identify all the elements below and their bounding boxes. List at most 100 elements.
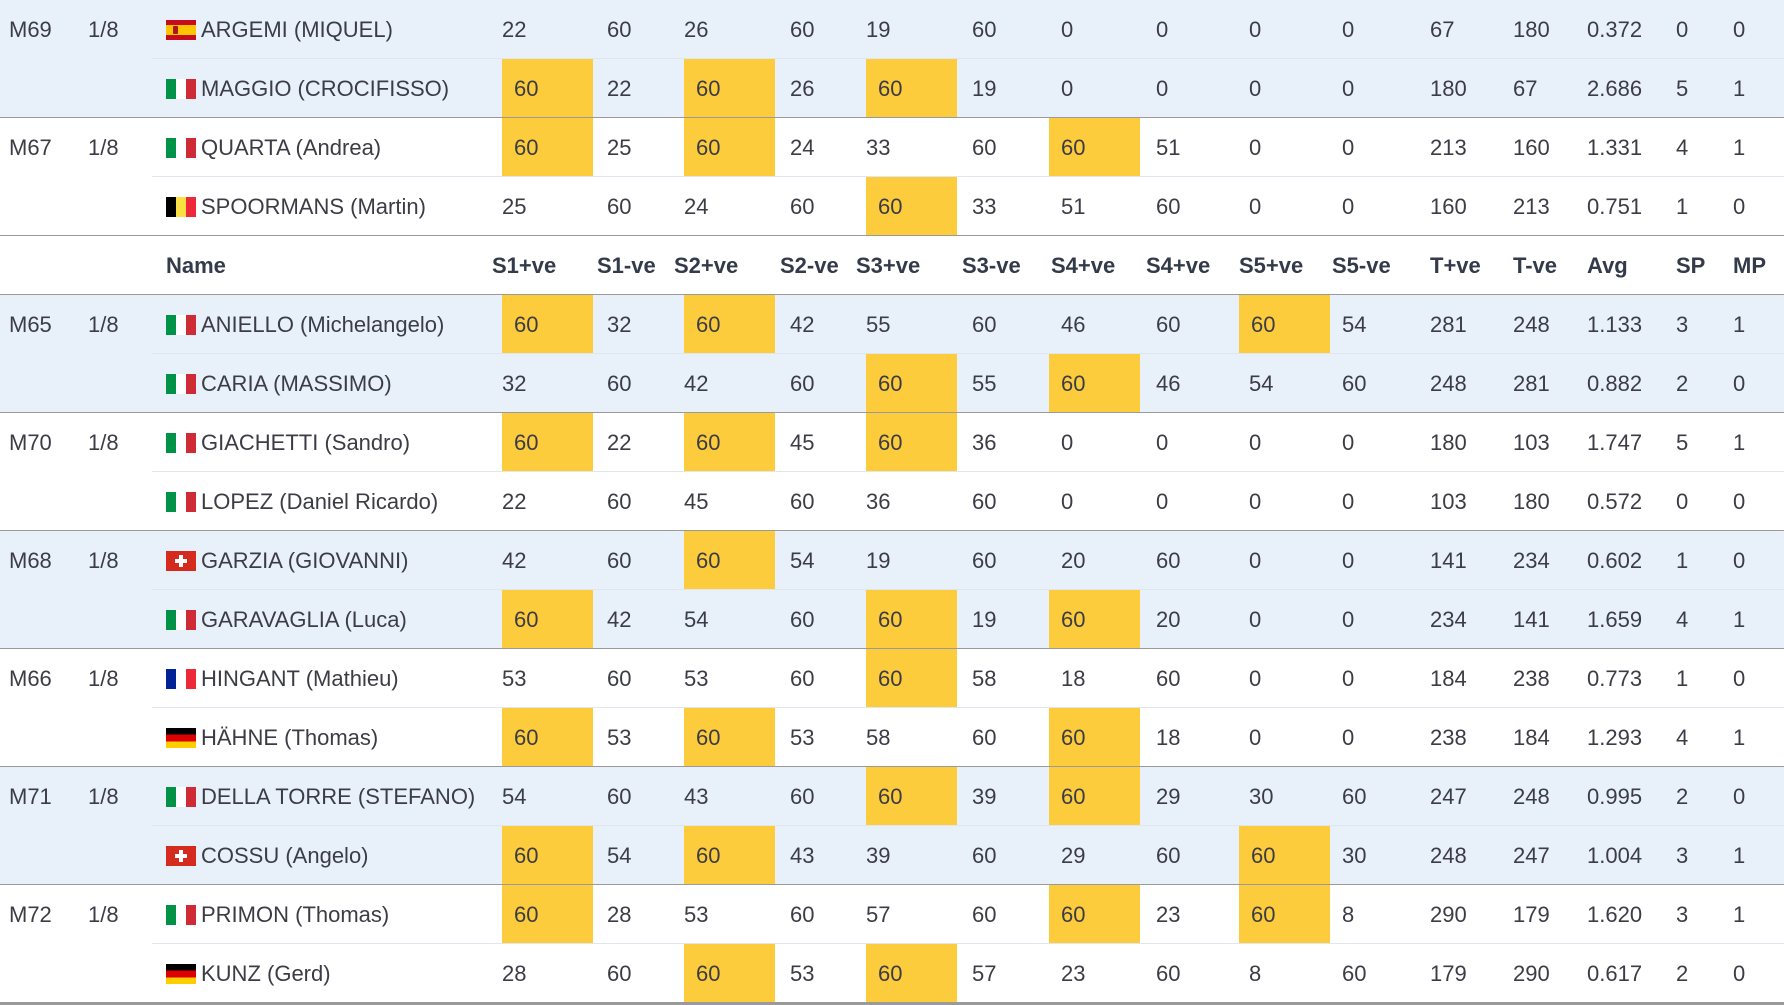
set-score: 0 <box>1342 75 1355 101</box>
set-score: 60 <box>607 783 632 809</box>
set-score: 60 <box>972 842 997 868</box>
player-name[interactable]: HINGANT (Mathieu) <box>201 665 399 691</box>
player-cell[interactable]: PRIMON (Thomas) <box>166 885 496 944</box>
match-id: M68 <box>9 547 52 573</box>
player-cell[interactable]: MAGGIO (CROCIFISSO) <box>166 59 496 118</box>
total-positive: 103 <box>1430 488 1467 514</box>
table-row: KUNZ (Gerd) 28 60 60 53 60 57 23 60 8 60 179 290 0.61… <box>0 944 1784 1003</box>
column-header[interactable]: S3-ve <box>962 252 1021 278</box>
total-negative: 281 <box>1513 370 1550 396</box>
flag-es-icon <box>166 19 196 40</box>
set-score: 20 <box>1061 547 1086 573</box>
set-score: 8 <box>1249 960 1262 986</box>
set-score: 60 <box>1342 783 1367 809</box>
set-score-won: 60 <box>1049 118 1140 177</box>
player-cell[interactable]: HINGANT (Mathieu) <box>166 649 496 708</box>
set-score: 60 <box>972 547 997 573</box>
player-name[interactable]: MAGGIO (CROCIFISSO) <box>201 75 450 101</box>
set-score: 42 <box>502 547 527 573</box>
player-name[interactable]: LOPEZ (Daniel Ricardo) <box>201 488 439 514</box>
player-cell[interactable]: LOPEZ (Daniel Ricardo) <box>166 472 496 531</box>
column-header[interactable]: S5+ve <box>1239 252 1304 278</box>
set-score-won: 60 <box>684 59 775 118</box>
set-score: 42 <box>790 311 815 337</box>
average: 0.882 <box>1587 370 1643 396</box>
set-score: 57 <box>866 901 891 927</box>
set-points: 0 <box>1676 16 1689 42</box>
total-negative: 141 <box>1513 606 1550 632</box>
set-score-won: 60 <box>502 590 593 649</box>
column-header-name[interactable]: Name <box>166 252 226 278</box>
player-name[interactable]: HÄHNE (Thomas) <box>201 724 379 750</box>
player-name[interactable]: GARZIA (GIOVANNI) <box>201 547 409 573</box>
player-name[interactable]: DELLA TORRE (STEFANO) <box>201 783 476 809</box>
player-cell[interactable]: KUNZ (Gerd) <box>166 944 496 1003</box>
total-positive: 213 <box>1430 134 1467 160</box>
set-score-won: 60 <box>866 177 957 236</box>
set-score: 57 <box>972 960 997 986</box>
player-name[interactable]: QUARTA (Andrea) <box>201 134 382 160</box>
column-header[interactable]: S3+ve <box>856 252 921 278</box>
set-score-won: 60 <box>502 826 593 885</box>
set-score-won: 60 <box>1049 767 1140 826</box>
player-cell[interactable]: GARAVAGLIA (Luca) <box>166 590 496 649</box>
player-name[interactable]: COSSU (Angelo) <box>201 842 369 868</box>
row-divider <box>152 707 1784 708</box>
row-divider <box>152 176 1784 177</box>
column-header[interactable]: SP <box>1676 252 1706 278</box>
player-cell[interactable]: ARGEMI (MIQUEL) <box>166 0 496 59</box>
round-label: 1/8 <box>88 783 119 809</box>
player-name[interactable]: ARGEMI (MIQUEL) <box>201 16 393 42</box>
player-name[interactable]: GARAVAGLIA (Luca) <box>201 606 407 632</box>
total-positive: 248 <box>1430 842 1467 868</box>
column-header[interactable]: S2+ve <box>674 252 739 278</box>
set-score: 0 <box>1061 488 1074 514</box>
column-header[interactable]: S4+ve <box>1146 252 1211 278</box>
player-name[interactable]: KUNZ (Gerd) <box>201 960 331 986</box>
table-row: M69 1/8 ARGEMI (MIQUEL) 22 60 26 60 19 60 0 0 0 0 67 1… <box>0 0 1784 59</box>
column-header[interactable]: S1-ve <box>597 252 656 278</box>
table-row: M72 1/8 PRIMON (Thomas) 60 28 53 60 57 60 60 23 60 8… <box>0 885 1784 944</box>
set-score: 29 <box>1061 842 1086 868</box>
player-cell[interactable]: HÄHNE (Thomas) <box>166 708 496 767</box>
average: 1.004 <box>1587 842 1643 868</box>
column-header[interactable]: T-ve <box>1513 252 1558 278</box>
player-cell[interactable]: QUARTA (Andrea) <box>166 118 496 177</box>
average: 1.747 <box>1587 429 1643 455</box>
column-header[interactable]: T+ve <box>1430 252 1481 278</box>
column-header[interactable]: S1+ve <box>492 252 557 278</box>
set-score: 43 <box>684 783 709 809</box>
match-points: 0 <box>1733 370 1746 396</box>
player-cell[interactable]: CARIA (MASSIMO) <box>166 354 496 413</box>
set-score-won: 60 <box>684 531 775 590</box>
set-score: 60 <box>790 370 815 396</box>
column-header[interactable]: S5-ve <box>1332 252 1391 278</box>
column-header[interactable]: Avg <box>1587 252 1628 278</box>
total-positive: 248 <box>1430 370 1467 396</box>
player-cell[interactable]: SPOORMANS (Martin) <box>166 177 496 236</box>
match-points: 1 <box>1733 134 1746 160</box>
player-name[interactable]: CARIA (MASSIMO) <box>201 370 392 396</box>
set-score: 36 <box>866 488 891 514</box>
player-name[interactable]: PRIMON (Thomas) <box>201 901 390 927</box>
set-score: 60 <box>972 16 997 42</box>
set-score: 42 <box>684 370 709 396</box>
column-header[interactable]: S2-ve <box>780 252 839 278</box>
set-score: 0 <box>1342 488 1355 514</box>
player-cell[interactable]: COSSU (Angelo) <box>166 826 496 885</box>
column-header[interactable]: S4+ve <box>1051 252 1116 278</box>
player-name[interactable]: GIACHETTI (Sandro) <box>201 429 411 455</box>
set-score: 43 <box>790 842 815 868</box>
player-name[interactable]: SPOORMANS (Martin) <box>201 193 426 219</box>
player-cell[interactable]: ANIELLO (Michelangelo) <box>166 295 496 354</box>
set-score: 20 <box>1156 606 1181 632</box>
set-score-won: 60 <box>684 413 775 472</box>
column-header[interactable]: MP <box>1733 252 1766 278</box>
player-cell[interactable]: GIACHETTI (Sandro) <box>166 413 496 472</box>
player-cell[interactable]: GARZIA (GIOVANNI) <box>166 531 496 590</box>
flag-it-icon <box>166 904 196 925</box>
set-score: 60 <box>790 665 815 691</box>
player-name[interactable]: ANIELLO (Michelangelo) <box>201 311 445 337</box>
player-cell[interactable]: DELLA TORRE (STEFANO) <box>166 767 496 826</box>
set-score: 60 <box>1342 960 1367 986</box>
